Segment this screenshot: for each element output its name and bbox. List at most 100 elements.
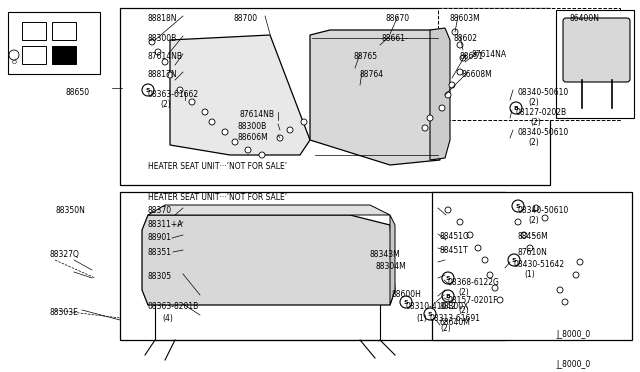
Text: 08340-50610: 08340-50610 (518, 206, 569, 215)
Circle shape (482, 257, 488, 263)
Text: 88300B: 88300B (238, 122, 268, 131)
Text: (2): (2) (458, 306, 468, 315)
Text: J_8000_0: J_8000_0 (556, 360, 590, 369)
Text: (2): (2) (528, 138, 539, 147)
Circle shape (287, 127, 293, 133)
Text: 88370: 88370 (148, 206, 172, 215)
Text: 88764: 88764 (360, 70, 384, 79)
Circle shape (457, 219, 463, 225)
Circle shape (475, 245, 481, 251)
Text: (2): (2) (440, 324, 451, 333)
Circle shape (512, 200, 524, 212)
Circle shape (573, 272, 579, 278)
Text: 08368-6122G: 08368-6122G (448, 278, 500, 287)
Text: 88311+A: 88311+A (148, 220, 184, 229)
Bar (556, 10, 634, 118)
Circle shape (510, 102, 522, 114)
Circle shape (508, 254, 520, 266)
Text: S: S (428, 311, 432, 317)
Circle shape (209, 119, 215, 125)
Circle shape (167, 72, 173, 78)
Text: (1): (1) (524, 270, 535, 279)
Circle shape (457, 69, 463, 75)
Text: 88456M: 88456M (518, 232, 548, 241)
Text: 88651: 88651 (459, 52, 483, 61)
Circle shape (277, 135, 283, 141)
FancyBboxPatch shape (563, 18, 630, 82)
Text: (1): (1) (416, 314, 427, 323)
Circle shape (542, 215, 548, 221)
Text: 08430-51642: 08430-51642 (514, 260, 565, 269)
Text: S: S (512, 257, 516, 263)
Circle shape (445, 207, 451, 213)
Text: 88305: 88305 (148, 272, 172, 281)
Text: 88351: 88351 (148, 248, 172, 257)
Circle shape (467, 232, 473, 238)
Polygon shape (310, 30, 440, 165)
Text: S: S (146, 87, 150, 93)
Circle shape (162, 59, 168, 65)
Circle shape (155, 49, 161, 55)
Text: 88350N: 88350N (56, 206, 86, 215)
Text: 88343M: 88343M (370, 250, 401, 259)
Text: S: S (445, 276, 451, 280)
Text: 08340-50610: 08340-50610 (517, 128, 568, 137)
Polygon shape (430, 28, 450, 160)
Text: (2): (2) (160, 100, 171, 109)
Circle shape (460, 55, 466, 61)
Text: 88303E: 88303E (50, 308, 79, 317)
Polygon shape (142, 215, 395, 305)
Polygon shape (170, 35, 310, 155)
Circle shape (557, 287, 563, 293)
Polygon shape (565, 20, 628, 80)
Text: 87614NA: 87614NA (472, 50, 507, 59)
Text: 86608M: 86608M (462, 70, 493, 79)
Text: S: S (404, 299, 408, 305)
Circle shape (449, 82, 455, 88)
Text: 88650: 88650 (66, 88, 90, 97)
Text: (2): (2) (528, 216, 539, 225)
Circle shape (222, 129, 228, 135)
Text: B: B (445, 294, 451, 298)
Circle shape (424, 308, 436, 320)
Text: 08363-8201B: 08363-8201B (148, 302, 199, 311)
Bar (22, 46, 46, 64)
Text: 88304M: 88304M (375, 262, 406, 271)
Text: 88700: 88700 (234, 14, 258, 23)
Text: 08310-41042: 08310-41042 (406, 302, 457, 311)
Text: 88300X: 88300X (440, 302, 469, 311)
Circle shape (189, 99, 195, 105)
Bar (52, 46, 76, 64)
Text: 87614NB: 87614NB (240, 110, 275, 119)
Text: 88602: 88602 (454, 34, 478, 43)
Text: (4): (4) (162, 314, 173, 323)
Text: 88901: 88901 (148, 233, 172, 242)
Circle shape (452, 29, 458, 35)
Text: (2): (2) (528, 98, 539, 107)
Circle shape (492, 285, 498, 291)
Text: 88600H: 88600H (392, 290, 422, 299)
Text: 88300B: 88300B (148, 34, 177, 43)
Circle shape (442, 290, 454, 302)
Text: 87614NB: 87614NB (148, 52, 183, 61)
Text: B: B (513, 106, 518, 110)
Circle shape (521, 232, 527, 238)
Circle shape (400, 296, 412, 308)
Circle shape (527, 245, 533, 251)
Text: 88670: 88670 (386, 14, 410, 23)
Circle shape (177, 87, 183, 93)
Circle shape (245, 147, 251, 153)
Circle shape (562, 299, 568, 305)
Circle shape (577, 259, 583, 265)
Circle shape (442, 272, 454, 284)
Text: 88606M: 88606M (238, 133, 269, 142)
Text: 08313-61691: 08313-61691 (430, 314, 481, 323)
Text: 08363-61662: 08363-61662 (148, 90, 199, 99)
Text: 68640M: 68640M (440, 318, 471, 327)
Polygon shape (148, 205, 390, 215)
Text: HEATER SEAT UNIT···’NOT FOR SALE’: HEATER SEAT UNIT···’NOT FOR SALE’ (148, 193, 287, 202)
Circle shape (457, 42, 463, 48)
Text: J_8000_0: J_8000_0 (556, 330, 590, 339)
Circle shape (202, 109, 208, 115)
Circle shape (9, 50, 19, 60)
